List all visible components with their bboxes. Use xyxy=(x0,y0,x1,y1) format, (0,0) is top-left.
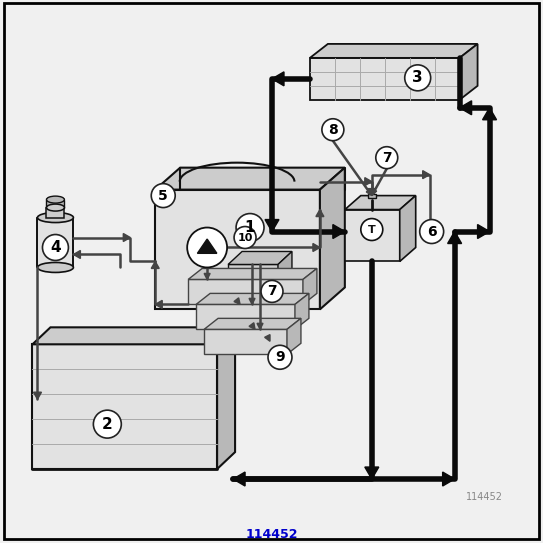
Polygon shape xyxy=(228,264,278,299)
Polygon shape xyxy=(123,233,130,242)
Polygon shape xyxy=(249,323,255,329)
Polygon shape xyxy=(198,239,217,254)
Polygon shape xyxy=(155,300,162,308)
Ellipse shape xyxy=(37,262,73,273)
Polygon shape xyxy=(345,210,400,262)
Polygon shape xyxy=(313,243,320,251)
Polygon shape xyxy=(47,200,65,207)
Text: 9: 9 xyxy=(275,350,285,364)
Polygon shape xyxy=(264,334,270,342)
Polygon shape xyxy=(234,298,240,305)
Polygon shape xyxy=(483,108,496,120)
Circle shape xyxy=(322,119,344,141)
Polygon shape xyxy=(400,195,416,262)
Circle shape xyxy=(151,184,175,207)
Polygon shape xyxy=(310,44,478,58)
Text: 2: 2 xyxy=(102,416,113,432)
Polygon shape xyxy=(155,190,320,310)
Polygon shape xyxy=(257,323,263,329)
Polygon shape xyxy=(333,225,345,238)
Circle shape xyxy=(420,219,444,243)
Polygon shape xyxy=(422,171,430,179)
Text: 114452: 114452 xyxy=(465,492,502,502)
Polygon shape xyxy=(228,251,292,264)
Polygon shape xyxy=(151,262,159,268)
Text: 4: 4 xyxy=(50,240,61,255)
Polygon shape xyxy=(265,219,279,231)
Polygon shape xyxy=(287,318,301,354)
Circle shape xyxy=(261,280,283,302)
Text: T: T xyxy=(368,224,376,235)
Circle shape xyxy=(93,410,121,438)
Polygon shape xyxy=(204,318,301,329)
Ellipse shape xyxy=(37,212,73,223)
Polygon shape xyxy=(196,293,309,305)
Polygon shape xyxy=(196,305,295,329)
Polygon shape xyxy=(37,218,73,268)
Polygon shape xyxy=(459,44,478,100)
Polygon shape xyxy=(217,327,235,469)
Text: 3: 3 xyxy=(412,71,423,85)
Polygon shape xyxy=(426,225,434,231)
Polygon shape xyxy=(204,274,210,280)
Text: 6: 6 xyxy=(427,224,437,238)
Polygon shape xyxy=(188,280,303,305)
Ellipse shape xyxy=(47,196,65,203)
Polygon shape xyxy=(310,58,459,100)
Polygon shape xyxy=(371,189,377,195)
Text: 10: 10 xyxy=(237,232,252,243)
Polygon shape xyxy=(447,231,462,243)
Polygon shape xyxy=(345,195,416,210)
Polygon shape xyxy=(155,168,345,190)
Text: 1: 1 xyxy=(245,220,255,235)
Text: 8: 8 xyxy=(328,123,338,137)
Polygon shape xyxy=(249,299,255,305)
Polygon shape xyxy=(188,268,317,280)
Polygon shape xyxy=(295,293,309,329)
Text: 114452: 114452 xyxy=(246,528,298,541)
Polygon shape xyxy=(34,392,41,399)
Circle shape xyxy=(42,235,68,261)
Polygon shape xyxy=(33,344,217,469)
Ellipse shape xyxy=(47,204,65,211)
Polygon shape xyxy=(365,178,372,186)
Circle shape xyxy=(234,226,256,249)
Polygon shape xyxy=(366,189,372,195)
Bar xyxy=(368,194,376,198)
Polygon shape xyxy=(459,101,471,115)
Text: 5: 5 xyxy=(159,188,168,203)
Circle shape xyxy=(268,345,292,369)
Circle shape xyxy=(361,218,383,241)
Polygon shape xyxy=(316,210,324,217)
Polygon shape xyxy=(272,72,284,86)
Text: 7: 7 xyxy=(267,285,277,299)
Polygon shape xyxy=(303,268,317,305)
Circle shape xyxy=(405,65,431,91)
Polygon shape xyxy=(204,329,287,354)
Polygon shape xyxy=(368,188,376,195)
Circle shape xyxy=(236,213,264,242)
Circle shape xyxy=(187,228,227,268)
Polygon shape xyxy=(478,225,490,238)
Polygon shape xyxy=(320,168,345,310)
Polygon shape xyxy=(278,251,292,299)
Polygon shape xyxy=(47,207,65,218)
Text: 7: 7 xyxy=(382,150,392,165)
Polygon shape xyxy=(365,467,379,479)
Polygon shape xyxy=(233,472,245,486)
Polygon shape xyxy=(443,472,454,486)
Polygon shape xyxy=(33,327,235,344)
Polygon shape xyxy=(73,250,80,258)
Circle shape xyxy=(376,147,397,169)
